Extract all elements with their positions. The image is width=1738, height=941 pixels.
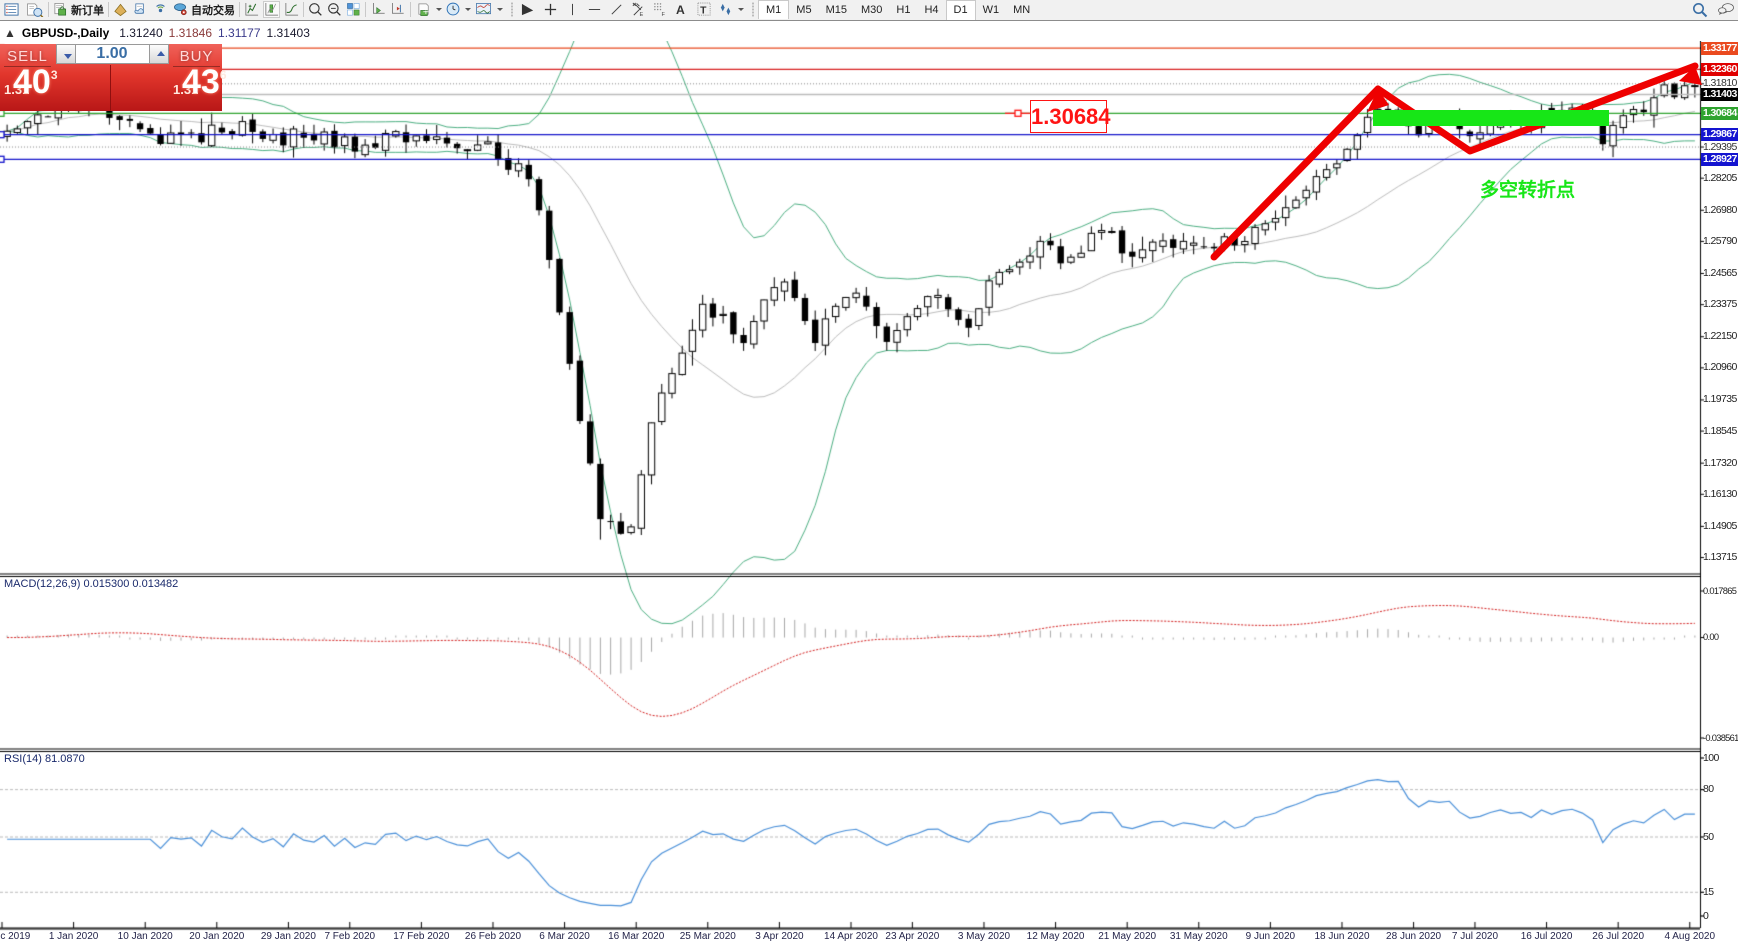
svg-text:A: A bbox=[676, 3, 685, 17]
svg-text:F: F bbox=[661, 12, 665, 17]
svg-text:E: E bbox=[639, 12, 643, 17]
svg-text:T: T bbox=[700, 5, 707, 16]
